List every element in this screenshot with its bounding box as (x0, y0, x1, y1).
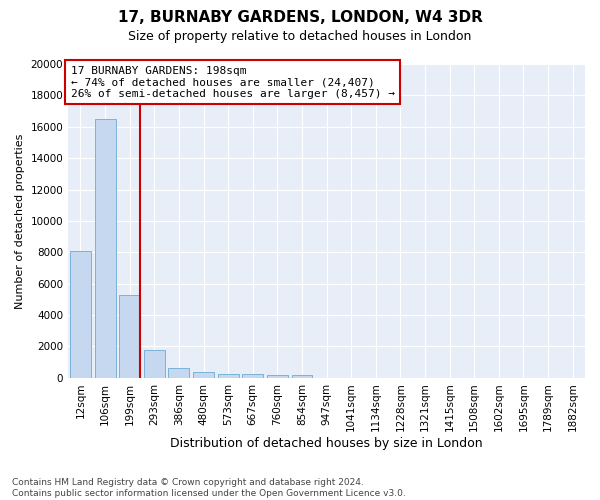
Bar (144, 350, 165, 378)
Bar (70, 250, 91, 378)
Bar (193, 372, 214, 378)
Text: 17, BURNABY GARDENS, LONDON, W4 3DR: 17, BURNABY GARDENS, LONDON, W4 3DR (118, 10, 482, 25)
Bar (218, 374, 239, 378)
Bar (292, 376, 313, 378)
X-axis label: Distribution of detached houses by size in London: Distribution of detached houses by size … (170, 437, 483, 450)
Bar (95, 119, 116, 378)
Bar (242, 374, 263, 378)
Y-axis label: Number of detached properties: Number of detached properties (15, 133, 25, 308)
Text: 17 BURNABY GARDENS: 198sqm
← 74% of detached houses are smaller (24,407)
26% of : 17 BURNABY GARDENS: 198sqm ← 74% of deta… (71, 66, 395, 99)
Bar (119, 294, 140, 378)
Bar (267, 374, 288, 378)
Text: Contains HM Land Registry data © Crown copyright and database right 2024.
Contai: Contains HM Land Registry data © Crown c… (12, 478, 406, 498)
Text: Size of property relative to detached houses in London: Size of property relative to detached ho… (128, 30, 472, 43)
Bar (169, 368, 190, 378)
